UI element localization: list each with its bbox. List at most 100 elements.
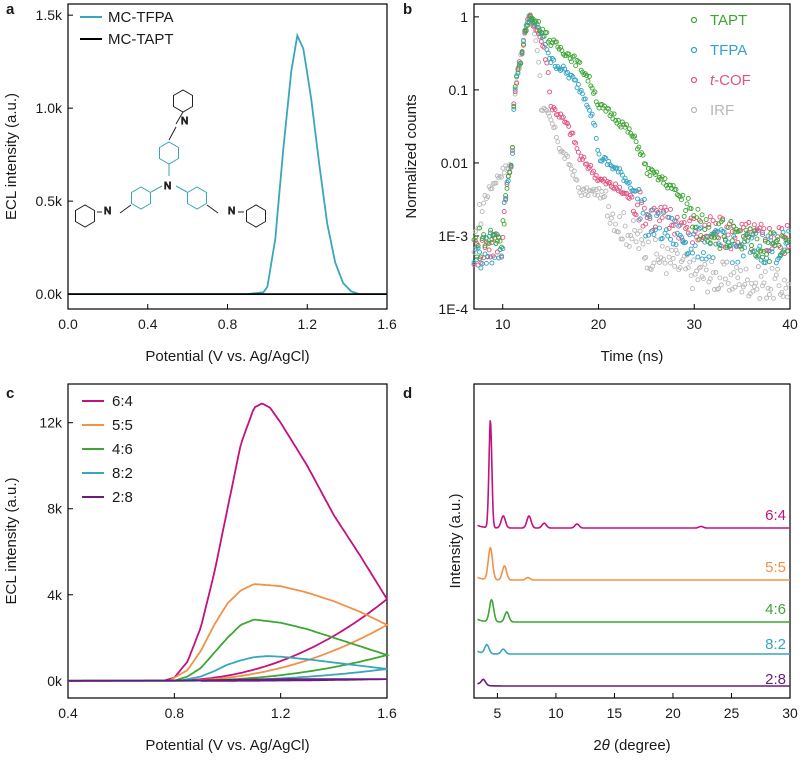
x-tick-label: 0.4 — [58, 705, 78, 721]
data-point — [577, 59, 583, 65]
data-point — [596, 151, 602, 157]
data-point — [551, 57, 557, 63]
data-point — [548, 117, 554, 123]
data-point — [512, 89, 518, 95]
data-point — [610, 211, 616, 217]
data-point — [599, 189, 605, 194]
data-point — [668, 260, 673, 266]
data-point — [586, 74, 592, 79]
data-point — [504, 185, 510, 191]
data-point — [606, 204, 612, 210]
data-point — [603, 181, 609, 187]
legend-marker — [690, 16, 698, 24]
data-point — [647, 216, 653, 222]
data-point — [676, 223, 682, 229]
data-point — [717, 246, 723, 251]
data-point — [510, 148, 515, 154]
data-point — [651, 232, 657, 238]
data-point — [735, 275, 741, 281]
data-point — [663, 227, 669, 233]
data-point — [766, 259, 772, 265]
data-point — [683, 226, 689, 232]
data-point — [757, 243, 763, 249]
data-point — [703, 267, 709, 273]
data-point — [743, 266, 749, 272]
data-point — [721, 229, 727, 235]
y-tick-label: 8k — [47, 501, 63, 517]
pattern-line — [477, 643, 790, 655]
data-point — [690, 250, 695, 256]
data-point — [646, 232, 651, 238]
data-point — [603, 188, 609, 194]
x-tick-label: 10 — [548, 705, 564, 721]
data-point — [782, 234, 787, 240]
data-point — [753, 230, 759, 236]
data-point — [750, 249, 756, 255]
data-point — [499, 253, 504, 259]
data-point — [640, 223, 646, 229]
data-point — [765, 285, 771, 291]
data-point — [479, 261, 485, 267]
y-tick-label: 0.0k — [36, 286, 63, 302]
y-tick-label: 0.01 — [441, 155, 468, 171]
data-point — [684, 201, 690, 207]
data-point — [582, 192, 588, 197]
data-point — [481, 200, 487, 206]
data-point — [589, 85, 595, 91]
data-point — [621, 178, 627, 184]
series-label: 8:2 — [765, 636, 786, 653]
data-point — [478, 265, 484, 271]
data-point — [562, 156, 568, 161]
data-point — [705, 238, 711, 244]
series-label: 4:6 — [765, 601, 786, 618]
data-point — [533, 18, 539, 24]
data-point — [690, 286, 695, 292]
data-point — [507, 170, 513, 176]
data-point — [731, 223, 737, 229]
data-point — [717, 242, 723, 248]
data-point — [619, 236, 625, 242]
data-point — [661, 210, 667, 216]
data-point — [691, 231, 697, 237]
data-point — [593, 135, 599, 141]
data-point — [729, 238, 735, 244]
data-point — [765, 233, 771, 239]
data-point — [471, 237, 477, 243]
data-point — [617, 214, 623, 220]
data-point — [670, 183, 676, 189]
data-point — [696, 226, 702, 232]
data-point — [733, 264, 739, 270]
x-tick-label: 1.6 — [377, 705, 397, 721]
data-point — [713, 270, 719, 275]
data-point — [784, 223, 790, 228]
data-point — [758, 273, 764, 279]
data-point — [646, 166, 651, 171]
data-point — [588, 163, 594, 168]
legend-label: t-COF — [710, 72, 751, 89]
data-point — [654, 169, 660, 175]
scatter-series — [471, 12, 792, 268]
data-point — [746, 293, 752, 299]
data-point — [595, 192, 601, 198]
data-point — [749, 243, 754, 248]
data-point — [683, 266, 689, 272]
data-point — [486, 247, 492, 253]
data-point — [751, 228, 757, 234]
data-point — [777, 252, 783, 258]
x-tick-label: 1.2 — [298, 316, 318, 332]
data-point — [547, 55, 553, 61]
data-point — [500, 234, 506, 240]
data-point — [784, 248, 790, 254]
data-point — [674, 214, 680, 220]
legend-label: MC-TFPA — [108, 9, 174, 26]
data-point — [775, 266, 781, 272]
data-point — [525, 22, 531, 28]
legend-marker — [690, 76, 698, 84]
data-point — [633, 188, 639, 194]
y-tick-label: 0.5k — [36, 193, 63, 209]
data-point — [499, 244, 504, 250]
data-point — [744, 277, 750, 283]
data-point — [681, 213, 687, 219]
y-axis-label: ECL intensity (a.u.) — [3, 478, 20, 605]
pattern-line — [477, 546, 790, 581]
